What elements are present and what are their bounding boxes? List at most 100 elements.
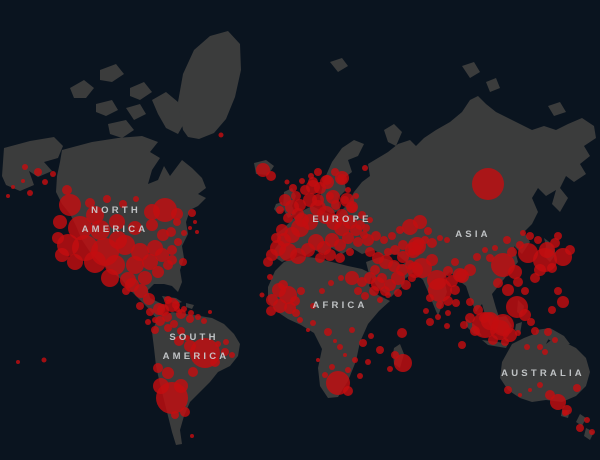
- case-bubble[interactable]: [221, 348, 229, 356]
- case-bubble[interactable]: [492, 314, 514, 336]
- case-bubble[interactable]: [320, 175, 334, 189]
- case-bubble[interactable]: [174, 336, 184, 346]
- case-bubble[interactable]: [359, 339, 367, 347]
- case-bubble[interactable]: [554, 287, 562, 295]
- case-bubble[interactable]: [218, 132, 224, 138]
- case-bubble[interactable]: [179, 258, 187, 266]
- case-bubble[interactable]: [519, 309, 531, 321]
- case-bubble[interactable]: [531, 327, 539, 335]
- case-bubble[interactable]: [90, 220, 110, 240]
- case-bubble[interactable]: [377, 297, 383, 303]
- case-bubble[interactable]: [324, 328, 332, 336]
- case-bubble[interactable]: [34, 168, 42, 176]
- case-bubble[interactable]: [310, 303, 316, 309]
- case-bubble[interactable]: [380, 286, 390, 296]
- case-bubble[interactable]: [85, 198, 95, 208]
- case-bubble[interactable]: [167, 255, 177, 265]
- case-bubble[interactable]: [335, 171, 349, 185]
- case-bubble[interactable]: [284, 179, 290, 185]
- case-bubble[interactable]: [256, 163, 270, 177]
- case-bubble[interactable]: [337, 344, 343, 350]
- case-bubble[interactable]: [164, 324, 172, 332]
- case-bubble[interactable]: [397, 251, 409, 263]
- case-bubble[interactable]: [548, 306, 556, 314]
- case-bubble[interactable]: [176, 309, 186, 319]
- case-bubble[interactable]: [276, 224, 288, 236]
- case-bubble[interactable]: [167, 245, 177, 255]
- case-bubble[interactable]: [22, 164, 28, 170]
- case-bubble[interactable]: [361, 292, 369, 300]
- case-bubble[interactable]: [283, 213, 293, 223]
- case-bubble[interactable]: [584, 417, 590, 423]
- case-bubble[interactable]: [482, 247, 488, 253]
- case-bubble[interactable]: [391, 351, 399, 359]
- case-bubble[interactable]: [443, 266, 453, 276]
- case-bubble[interactable]: [334, 239, 346, 251]
- case-bubble[interactable]: [387, 366, 393, 372]
- case-bubble[interactable]: [343, 353, 347, 357]
- case-bubble[interactable]: [122, 287, 130, 295]
- case-bubble[interactable]: [181, 230, 187, 236]
- case-bubble[interactable]: [142, 254, 158, 270]
- case-bubble[interactable]: [315, 253, 325, 263]
- case-bubble[interactable]: [103, 195, 111, 203]
- case-bubble[interactable]: [276, 206, 284, 214]
- case-bubble[interactable]: [174, 238, 182, 246]
- case-bubble[interactable]: [473, 305, 483, 315]
- case-bubble[interactable]: [343, 386, 353, 396]
- case-bubble[interactable]: [291, 191, 301, 201]
- case-bubble[interactable]: [342, 232, 354, 244]
- case-bubble[interactable]: [210, 357, 220, 367]
- case-bubble[interactable]: [353, 193, 359, 199]
- case-bubble[interactable]: [426, 318, 434, 326]
- case-bubble[interactable]: [295, 213, 309, 227]
- case-bubble[interactable]: [388, 232, 396, 240]
- case-bubble[interactable]: [358, 211, 366, 219]
- case-bubble[interactable]: [380, 236, 388, 244]
- case-bubble[interactable]: [408, 237, 426, 255]
- case-bubble[interactable]: [55, 248, 69, 262]
- case-bubble[interactable]: [424, 227, 432, 235]
- case-bubble[interactable]: [436, 301, 444, 309]
- case-bubble[interactable]: [263, 257, 273, 267]
- case-bubble[interactable]: [371, 231, 381, 241]
- case-bubble[interactable]: [472, 168, 504, 200]
- case-bubble[interactable]: [278, 280, 288, 290]
- case-bubble[interactable]: [527, 318, 535, 326]
- case-bubble[interactable]: [550, 238, 560, 248]
- case-bubble[interactable]: [328, 280, 334, 286]
- case-bubble[interactable]: [271, 233, 281, 243]
- case-bubble[interactable]: [451, 258, 459, 266]
- case-bubble[interactable]: [394, 354, 412, 372]
- case-bubble[interactable]: [530, 273, 540, 283]
- case-bubble[interactable]: [136, 302, 144, 310]
- case-bubble[interactable]: [460, 321, 468, 329]
- case-bubble[interactable]: [68, 216, 92, 240]
- case-bubble[interactable]: [528, 388, 532, 392]
- case-bubble[interactable]: [333, 339, 337, 343]
- case-bubble[interactable]: [452, 299, 460, 307]
- case-bubble[interactable]: [345, 187, 351, 193]
- case-bubble[interactable]: [513, 277, 523, 287]
- case-bubble[interactable]: [171, 208, 183, 220]
- case-bubble[interactable]: [143, 293, 155, 305]
- case-bubble[interactable]: [492, 245, 498, 251]
- case-bubble[interactable]: [11, 185, 15, 189]
- case-bubble[interactable]: [146, 308, 154, 316]
- case-bubble[interactable]: [306, 328, 310, 332]
- case-bubble[interactable]: [547, 263, 557, 273]
- case-bubble[interactable]: [516, 241, 524, 249]
- case-bubble[interactable]: [465, 313, 475, 323]
- case-bubble[interactable]: [466, 298, 474, 306]
- case-bubble[interactable]: [146, 219, 158, 231]
- case-bubble[interactable]: [188, 226, 192, 230]
- case-bubble[interactable]: [223, 339, 229, 345]
- case-bubble[interactable]: [413, 215, 427, 229]
- case-bubble[interactable]: [109, 214, 125, 230]
- case-bubble[interactable]: [297, 317, 303, 323]
- case-bubble[interactable]: [554, 232, 562, 240]
- case-bubble[interactable]: [349, 327, 355, 333]
- case-bubble[interactable]: [290, 296, 300, 306]
- case-bubble[interactable]: [486, 254, 494, 262]
- case-bubble[interactable]: [273, 299, 287, 313]
